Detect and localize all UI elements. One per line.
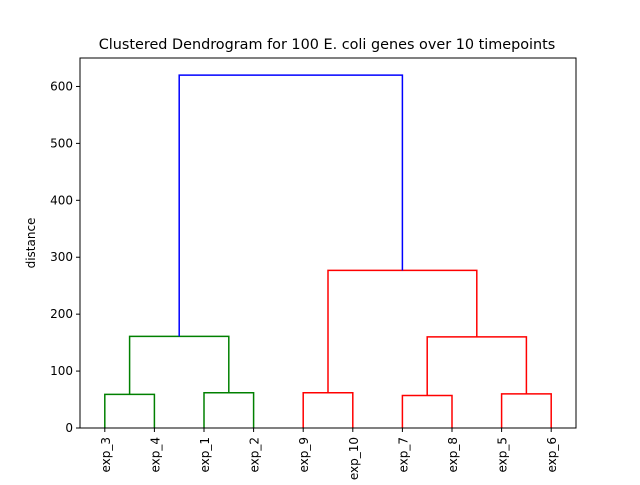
leaf-label-exp_10: exp_10 bbox=[347, 437, 361, 480]
dendrogram-link-6 bbox=[500, 393, 552, 428]
leaf-label-exp_3: exp_3 bbox=[99, 437, 113, 473]
dendrogram-link-2 bbox=[203, 391, 255, 428]
dendrogram-link-7 bbox=[426, 336, 528, 396]
dendrogram-links bbox=[104, 74, 552, 428]
dendrogram-link-8 bbox=[327, 269, 478, 393]
dendrogram-link-1 bbox=[104, 393, 156, 428]
y-tick-label: 0 bbox=[65, 421, 73, 435]
y-axis-label: distance bbox=[24, 218, 38, 269]
y-tick-label: 200 bbox=[50, 307, 73, 321]
y-tick-label: 600 bbox=[50, 79, 73, 93]
leaf-label-exp_5: exp_5 bbox=[496, 437, 510, 473]
leaf-label-exp_2: exp_2 bbox=[248, 437, 262, 473]
plot-frame bbox=[79, 57, 577, 429]
chart-title: Clustered Dendrogram for 100 E. coli gen… bbox=[99, 37, 556, 53]
y-axis-ticks: 0 100 200 300 400 500 600 bbox=[50, 79, 80, 435]
leaf-label-exp_4: exp_4 bbox=[148, 437, 162, 473]
y-tick-label: 500 bbox=[50, 136, 73, 150]
x-axis-ticks: exp_3 exp_4 exp_1 exp_2 exp_9 exp_10 exp_7 exp_… bbox=[99, 428, 559, 480]
y-tick-label: 400 bbox=[50, 193, 73, 207]
leaf-label-exp_1: exp_1 bbox=[198, 437, 212, 473]
dendrogram-link-5 bbox=[401, 394, 453, 428]
leaf-label-exp_6: exp_6 bbox=[545, 437, 559, 473]
leaf-label-exp_8: exp_8 bbox=[446, 437, 460, 473]
dendrogram-link-4 bbox=[302, 391, 354, 428]
dendrogram-link-3 bbox=[128, 335, 230, 395]
leaf-label-exp_7: exp_7 bbox=[396, 437, 410, 473]
dendrogram-link-9 bbox=[178, 74, 404, 337]
y-tick-label: 300 bbox=[50, 250, 73, 264]
y-tick-label: 100 bbox=[50, 364, 73, 378]
leaf-label-exp_9: exp_9 bbox=[297, 437, 311, 473]
